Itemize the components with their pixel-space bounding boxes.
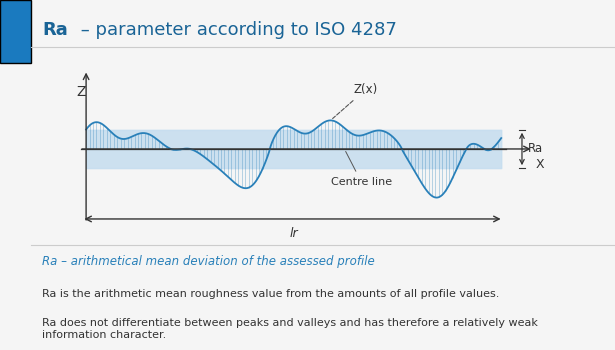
Text: Ra: Ra	[528, 142, 542, 155]
Text: Ra: Ra	[42, 21, 68, 39]
Text: Ra is the arithmetic mean roughness value from the amounts of all profile values: Ra is the arithmetic mean roughness valu…	[42, 289, 500, 299]
FancyBboxPatch shape	[0, 0, 31, 63]
Text: Z(x): Z(x)	[333, 83, 378, 119]
Text: Centre line: Centre line	[331, 152, 392, 187]
Text: Ra does not differentiate between peaks and valleys and has therefore a relative: Ra does not differentiate between peaks …	[42, 318, 538, 340]
Text: – parameter according to ISO 4287: – parameter according to ISO 4287	[74, 21, 397, 39]
Text: Z: Z	[76, 85, 85, 99]
Text: lr: lr	[289, 227, 298, 240]
Text: X: X	[536, 158, 544, 171]
Text: Ra – arithmetical mean deviation of the assessed profile: Ra – arithmetical mean deviation of the …	[42, 256, 375, 268]
